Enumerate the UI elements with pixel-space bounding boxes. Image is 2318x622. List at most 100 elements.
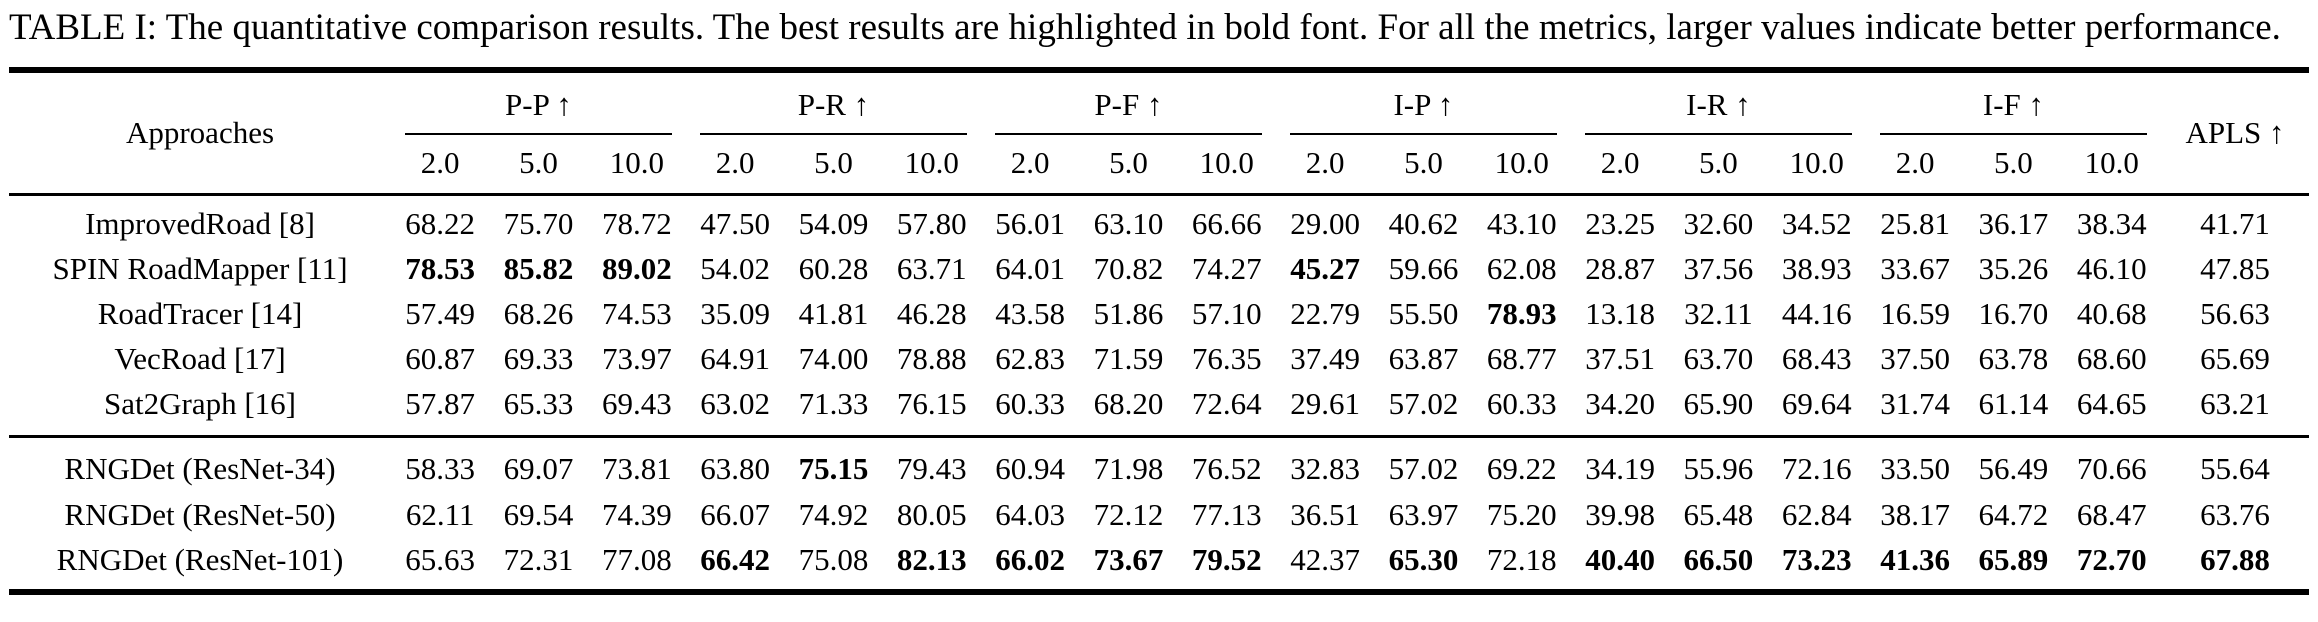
threshold-header: 2.0 bbox=[980, 134, 1080, 196]
metric-value: 35.26 bbox=[1978, 250, 2049, 286]
metric-value: 68.43 bbox=[1781, 341, 1852, 377]
metric-value: 73.67 bbox=[1093, 541, 1164, 577]
metric-value: 63.80 bbox=[700, 451, 771, 487]
metric-value: 78.88 bbox=[896, 341, 967, 377]
metric-value: 38.93 bbox=[1781, 250, 1852, 286]
metric-value: 64.01 bbox=[995, 250, 1065, 286]
group-header-5: I-R ↑ bbox=[1571, 70, 1866, 135]
metric-value: 25.81 bbox=[1880, 205, 1950, 241]
metric-value: 57.49 bbox=[405, 296, 476, 332]
metric-value: 60.33 bbox=[1472, 381, 1571, 439]
metric-value: 63.76 bbox=[2200, 496, 2270, 532]
metric-value: 80.05 bbox=[896, 496, 967, 532]
metric-value: 33.50 bbox=[1880, 451, 1950, 487]
metric-value: 60.87 bbox=[405, 341, 476, 377]
metric-value: 28.87 bbox=[1585, 250, 1655, 286]
metric-value: 63.87 bbox=[1388, 341, 1459, 377]
threshold-header: 2.0 bbox=[1865, 134, 1965, 196]
metric-value: 62.83 bbox=[995, 341, 1065, 377]
metric-value: 37.51 bbox=[1585, 341, 1655, 377]
metric-value: 16.59 bbox=[1880, 296, 1950, 332]
metric-value: 38.34 bbox=[2076, 205, 2147, 241]
metric-value: 35.09 bbox=[700, 296, 771, 332]
table-row: SPIN RoadMapper [11] 78.53 85.82 89.02 54.02… bbox=[9, 246, 2309, 291]
metric-value: 75.08 bbox=[798, 541, 869, 577]
metric-value: 68.26 bbox=[503, 296, 574, 332]
metric-value: 62.84 bbox=[1781, 496, 1852, 532]
table-body: ImprovedRoad [8] 68.22 75.70 78.72 47.50 54.0… bbox=[9, 194, 2309, 592]
approach-name: Sat2Graph [16] bbox=[9, 381, 391, 439]
threshold-header: 10.0 bbox=[882, 134, 981, 196]
table-row: Sat2Graph [16] 57.87 65.33 69.43 63.02 71.33 7… bbox=[9, 381, 2309, 439]
metric-value: 69.33 bbox=[503, 341, 574, 377]
metric-value: 23.25 bbox=[1585, 205, 1655, 241]
metric-value: 55.64 bbox=[2200, 451, 2270, 487]
group-header-3: P-F ↑ bbox=[981, 70, 1276, 135]
metric-value: 56.63 bbox=[2200, 296, 2270, 332]
metric-value: 32.60 bbox=[1683, 205, 1754, 241]
metric-value: 42.37 bbox=[1290, 541, 1360, 577]
metric-value: 85.82 bbox=[503, 250, 574, 286]
metric-value: 32.83 bbox=[1290, 451, 1360, 487]
metric-value: 65.90 bbox=[1669, 381, 1768, 439]
apls-header: APLS ↑ bbox=[2161, 69, 2309, 196]
metric-value: 68.77 bbox=[1486, 341, 1557, 377]
metric-value: 78.53 bbox=[405, 250, 476, 286]
metric-value: 16.70 bbox=[1978, 296, 2049, 332]
metric-value: 77.13 bbox=[1191, 496, 1262, 532]
metric-value: 37.50 bbox=[1880, 341, 1950, 377]
metric-value: 72.70 bbox=[2076, 541, 2147, 577]
metric-value: 72.64 bbox=[1177, 381, 1276, 439]
metric-value: 76.52 bbox=[1191, 451, 1262, 487]
metric-value: 72.31 bbox=[503, 541, 574, 577]
metric-value: 29.00 bbox=[1290, 205, 1360, 241]
metric-value: 70.82 bbox=[1093, 250, 1164, 286]
metric-value: 60.28 bbox=[798, 250, 869, 286]
metric-value: 74.39 bbox=[601, 496, 672, 532]
threshold-header: 5.0 bbox=[1964, 134, 2063, 196]
metric-value: 72.16 bbox=[1781, 451, 1852, 487]
metric-value: 63.21 bbox=[2161, 381, 2309, 439]
metric-value: 78.93 bbox=[1486, 296, 1557, 332]
threshold-header: 5.0 bbox=[1669, 134, 1768, 196]
metric-value: 65.69 bbox=[2200, 341, 2270, 377]
metric-value: 63.97 bbox=[1388, 496, 1459, 532]
threshold-header: 2.0 bbox=[685, 134, 785, 196]
metric-value: 72.18 bbox=[1486, 541, 1557, 577]
metric-value: 43.58 bbox=[995, 296, 1065, 332]
metric-value: 78.72 bbox=[601, 205, 672, 241]
metric-value: 59.66 bbox=[1388, 250, 1459, 286]
metric-value: 70.66 bbox=[2076, 451, 2147, 487]
table-row: RNGDet (ResNet-50) 62.11 69.54 74.39 66.07 74… bbox=[9, 492, 2309, 537]
metric-value: 68.22 bbox=[405, 205, 476, 241]
metric-value: 79.52 bbox=[1191, 541, 1262, 577]
metric-value: 66.66 bbox=[1191, 205, 1262, 241]
metric-value: 82.13 bbox=[896, 541, 967, 577]
metric-value: 65.63 bbox=[405, 541, 476, 577]
metric-value: 65.89 bbox=[1978, 541, 2049, 577]
metric-value: 66.42 bbox=[700, 541, 771, 577]
table-row: RoadTracer [14] 57.49 68.26 74.53 35.09 41.81… bbox=[9, 291, 2309, 336]
metric-value: 66.02 bbox=[995, 541, 1065, 577]
approach-name: RNGDet (ResNet-50) bbox=[64, 496, 336, 532]
metric-value: 47.50 bbox=[700, 205, 771, 241]
metric-value: 68.60 bbox=[2076, 341, 2147, 377]
metric-value: 63.78 bbox=[1978, 341, 2049, 377]
metric-value: 40.40 bbox=[1585, 541, 1655, 577]
metric-value: 61.14 bbox=[1964, 381, 2063, 439]
metric-value: 64.91 bbox=[700, 341, 771, 377]
metric-value: 33.67 bbox=[1880, 250, 1950, 286]
metric-value: 63.70 bbox=[1683, 341, 1754, 377]
table-row: VecRoad [17] 60.87 69.33 73.97 64.91 74.00 78.… bbox=[9, 336, 2309, 381]
metric-value: 13.18 bbox=[1585, 296, 1655, 332]
metric-value: 54.09 bbox=[798, 205, 869, 241]
metric-value: 73.23 bbox=[1781, 541, 1852, 577]
metric-value: 69.07 bbox=[503, 451, 574, 487]
metric-value: 89.02 bbox=[601, 250, 672, 286]
threshold-header: 2.0 bbox=[391, 134, 490, 196]
metric-value: 68.20 bbox=[1079, 381, 1178, 439]
metric-value: 41.81 bbox=[798, 296, 869, 332]
group-header-4: I-P ↑ bbox=[1276, 70, 1571, 135]
group-header-2: P-R ↑ bbox=[686, 70, 981, 135]
threshold-header: 5.0 bbox=[489, 134, 588, 196]
